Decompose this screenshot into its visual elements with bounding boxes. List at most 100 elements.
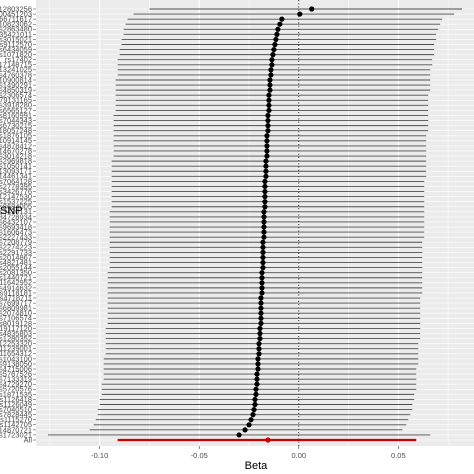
snp-point [258, 320, 264, 326]
y-tick-label: rs11654312 [0, 349, 32, 358]
snp-point [263, 168, 269, 174]
snp-point [262, 178, 268, 184]
snp-point [250, 412, 256, 418]
y-tick-label: rs14870721 [0, 425, 32, 434]
x-axis-title: Beta [245, 460, 269, 472]
snp-point [267, 87, 273, 93]
snp-point [253, 386, 259, 392]
y-tick-label: rs17148715 [0, 60, 32, 69]
y-tick-label: rs7040510 [0, 405, 32, 414]
y-tick-label: rs11239001 [0, 344, 32, 353]
y-tick-label: rs10900814 [0, 75, 32, 84]
y-tick-label: rs13093171 [0, 167, 32, 176]
y-tick-label: rs8160991 [0, 111, 32, 120]
snp-point [266, 92, 272, 98]
snp-point [266, 97, 272, 103]
y-tick-label: rs4850319 [0, 86, 32, 95]
y-tick-label: rs12147530 [0, 192, 32, 201]
snp-point [261, 219, 267, 225]
snp-point [264, 138, 270, 144]
snp-point [256, 346, 262, 352]
y-tick-label: rs1537225 [0, 197, 32, 206]
y-tick-label: rs9693418 [0, 222, 32, 231]
snp-point [264, 133, 270, 139]
y-tick-label: rs1071820 [0, 50, 32, 59]
snp-point [252, 401, 258, 408]
y-tick-label: rs1050141 [0, 162, 32, 171]
snp-point [262, 204, 268, 210]
y-tick-label: rs1606473 [0, 228, 32, 237]
y-tick-label: rs14670278 [0, 146, 32, 155]
snp-point [260, 254, 266, 261]
y-axis-title: SNP [0, 205, 23, 217]
snp-point [265, 123, 271, 129]
snp-point [259, 280, 265, 286]
y-tick-label: rs3426776 [0, 187, 32, 196]
snp-point [256, 351, 262, 357]
y-tick-label: rs6565127 [0, 106, 32, 115]
y-tick-label: rs7208779 [0, 238, 32, 247]
y-tick-label: rs3014218 [0, 151, 32, 160]
snp-point [277, 21, 283, 27]
snp-point [297, 11, 303, 17]
snp-point [258, 315, 264, 321]
snp-point [261, 229, 267, 235]
y-tick-label: rs1876105 [0, 131, 32, 140]
snp-point [265, 128, 271, 134]
y-tick-label: rs17402 [5, 55, 32, 64]
y-tick-label: rs18057248 [0, 126, 32, 135]
y-axis-tick-labels: rs12803256rs200451203rs66711617rs1082306… [0, 4, 36, 444]
snp-point [261, 234, 267, 240]
snp-point [246, 422, 252, 428]
y-tick-label: rs6432107 [0, 217, 32, 226]
y-tick-label: rs1142705 [0, 420, 32, 429]
summary-estimate [117, 437, 417, 443]
y-tick-label: rs7828445 [0, 410, 32, 419]
snp-point [268, 67, 274, 73]
y-tick-label: rs8019128 [0, 319, 32, 328]
snp-point [255, 356, 261, 362]
y-tick-label: rs1115270 [0, 415, 32, 424]
snp-point [262, 194, 268, 200]
y-tick-label: rs4878412 [0, 141, 32, 150]
y-tick-label: rs2014867 [0, 253, 32, 262]
y-tick-label: rs7064128 [0, 177, 32, 186]
snp-point [255, 361, 261, 367]
snp-point [258, 310, 264, 316]
y-tick-label: rs2306574 [0, 91, 32, 100]
y-tick-label: rs9112570 [0, 40, 32, 49]
snp-point [257, 330, 263, 337]
y-tick-label: rs4914632 [0, 283, 32, 292]
y-tick-label: rs1871535 [0, 390, 32, 399]
y-tick-label: rs9138050 [0, 359, 32, 368]
y-tick-label: rs4760378 [0, 70, 32, 79]
snp-point [267, 82, 273, 88]
snp-point [267, 77, 273, 83]
y-tick-label: All [24, 435, 33, 444]
y-tick-label: rs3420131 [0, 207, 32, 216]
snp-point [256, 341, 262, 347]
y-tick-label: rs79131165 [0, 96, 32, 105]
snp-point [274, 31, 280, 37]
snp-point [263, 173, 269, 179]
snp-point [253, 391, 259, 397]
y-tick-label: rs34728934 [0, 212, 32, 221]
summary-point [265, 437, 271, 443]
snp-point [259, 285, 265, 291]
snp-point [273, 36, 279, 43]
snp-point [259, 270, 265, 276]
y-tick-label: rs1126049 [0, 400, 32, 409]
y-tick-label: rs3918280 [0, 101, 32, 110]
y-tick-label: rs2274223 [0, 243, 32, 252]
y-tick-label: rs9118181 [0, 288, 32, 297]
snp-point [263, 163, 269, 169]
snp-point [261, 214, 267, 220]
y-tick-label: rs2081350 [0, 268, 32, 277]
snp-estimates [47, 6, 463, 438]
snp-point [260, 249, 266, 255]
y-tick-label: rs1440721 [0, 273, 32, 282]
snp-point [275, 26, 281, 32]
y-tick-label: rs200451203 [0, 9, 32, 18]
y-tick-label: rs6809981 [0, 304, 32, 313]
y-tick-label: rs4715006 [0, 364, 32, 373]
